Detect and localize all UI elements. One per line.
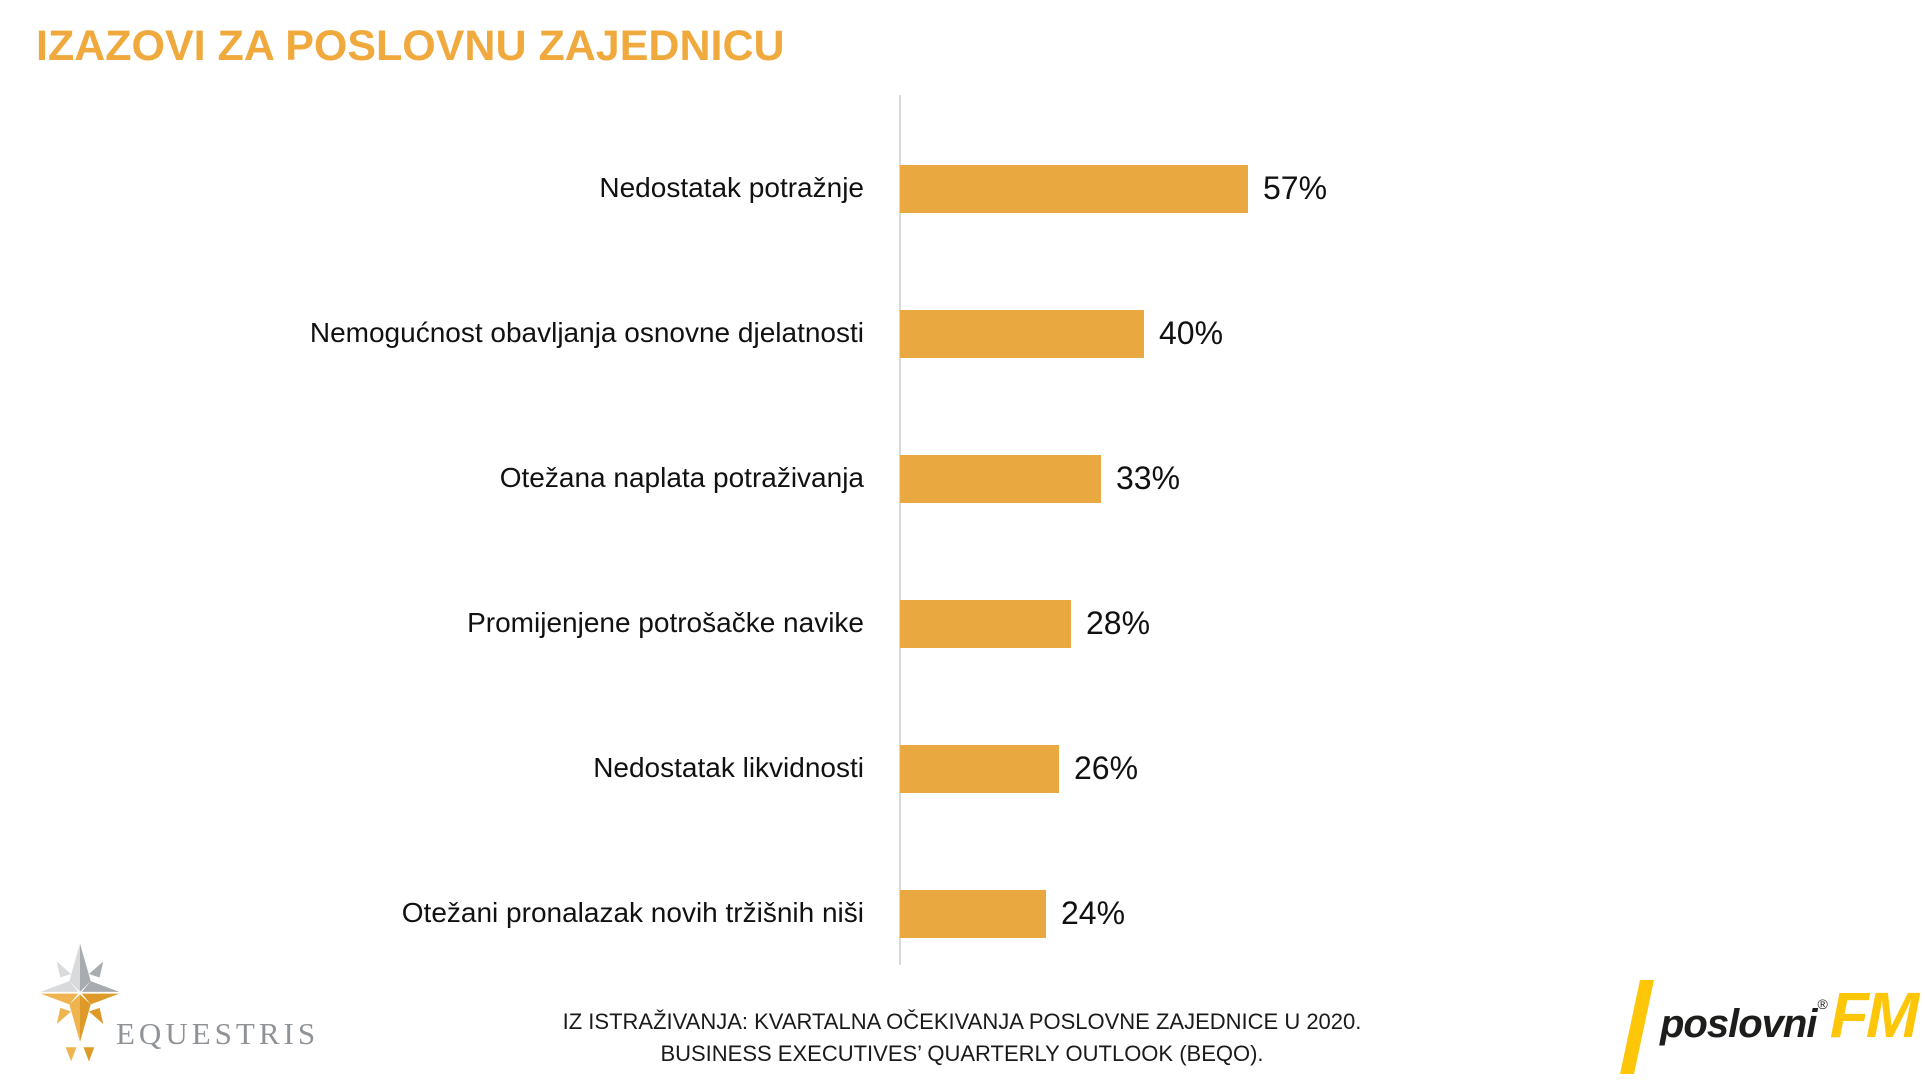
category-label: Nedostatak potražnje (599, 172, 864, 204)
bar-area: 33% (900, 406, 1180, 551)
equestris-wordmark: EQUESTRIS (116, 1016, 320, 1051)
bar-area: 26% (900, 696, 1138, 841)
bar (900, 599, 1071, 648)
bar-area: 24% (900, 841, 1125, 986)
bar-row: Otežani pronalazak novih tržišnih niši 24… (280, 841, 1680, 986)
bar-row: Promijenjene potrošačke navike 28% (280, 551, 1680, 696)
bar-value-label: 24% (1061, 895, 1126, 931)
category-label: Otežana naplata potraživanja (499, 462, 864, 494)
bar-area: 28% (900, 551, 1150, 696)
bar-value-label: 33% (1116, 460, 1181, 496)
source-note-line2: BUSINESS EXECUTIVES’ QUARTERLY OUTLOOK (… (660, 1041, 1264, 1066)
bar-value-label: 40% (1159, 315, 1224, 351)
source-note: IZ ISTRAŽIVANJA: KVARTALNA OČEKIVANJA PO… (362, 1006, 1562, 1070)
registered-trademark-icon: ® (1817, 996, 1828, 1012)
source-note-line1: IZ ISTRAŽIVANJA: KVARTALNA OČEKIVANJA PO… (562, 1009, 1362, 1034)
category-label: Promijenjene potrošačke navike (467, 607, 864, 639)
page-title: IZAZOVI ZA POSLOVNU ZAJEDNICU (36, 22, 785, 70)
bar (900, 309, 1144, 358)
bar-value-label: 26% (1074, 750, 1139, 786)
category-label: Nedostatak likvidnosti (593, 752, 864, 784)
poslovni-fm-logo: poslovni ® FM (1620, 972, 1919, 1080)
bar-area: 40% (900, 261, 1223, 406)
bar-row: Nedostatak potražnje 57% (280, 116, 1680, 261)
poslovni-fm-slash-icon (1620, 980, 1654, 1074)
equestris-emblem-icon (40, 943, 120, 1062)
bar (900, 454, 1101, 503)
bar-rows: Nedostatak potražnje 57% Nemogućnost obavl… (280, 116, 1680, 986)
bar-area: 57% (900, 116, 1327, 261)
category-label: Otežani pronalazak novih tržišnih niši (401, 897, 864, 929)
bar-chart: Nedostatak potražnje 57% Nemogućnost obavl… (280, 95, 1680, 986)
poslovni-fm-word: poslovni (1660, 1002, 1817, 1046)
bar-row: Nemogućnost obavljanja osnovne djelatnos… (280, 261, 1680, 406)
bar-row: Nedostatak likvidnosti 26% (280, 696, 1680, 841)
bar-value-label: 57% (1263, 170, 1328, 206)
category-axis-line (899, 95, 901, 965)
category-label: Nemogućnost obavljanja osnovne djelatnos… (309, 317, 864, 349)
bar (900, 164, 1248, 213)
bar (900, 744, 1059, 793)
equestris-logo: EQUESTRIS (30, 938, 360, 1078)
bar-value-label: 28% (1086, 605, 1151, 641)
bar-row: Otežana naplata potraživanja 33% (280, 406, 1680, 551)
poslovni-fm-fm: FM (1829, 979, 1919, 1051)
bar (900, 889, 1046, 938)
